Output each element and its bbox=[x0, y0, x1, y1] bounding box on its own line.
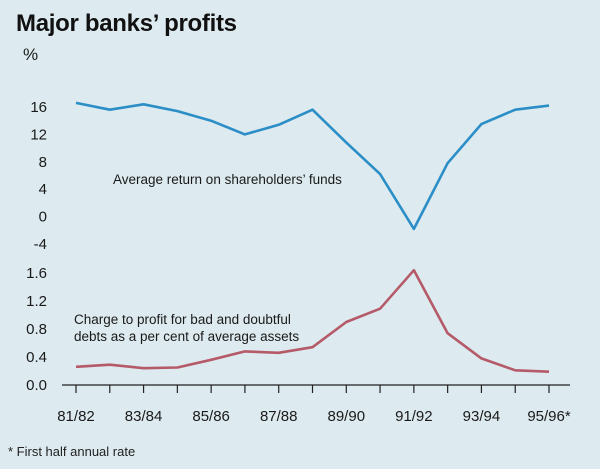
unit-label: % bbox=[23, 45, 38, 64]
chart-title: Major banks’ profits bbox=[16, 10, 237, 37]
y-tick-label-lower: 0.8 bbox=[26, 321, 47, 338]
y-tick-label-lower: 1.6 bbox=[26, 265, 47, 282]
y-tick-label-lower: 0.4 bbox=[26, 349, 47, 366]
y-tick-label-upper: 0 bbox=[39, 209, 47, 226]
x-tick-label: 87/88 bbox=[260, 408, 298, 425]
x-tick-label: 81/82 bbox=[57, 408, 95, 425]
x-tick-label: 91/92 bbox=[395, 408, 433, 425]
y-tick-label-upper: 16 bbox=[30, 99, 47, 116]
x-tick-label: 95/96* bbox=[527, 408, 571, 425]
footnote: * First half annual rate bbox=[8, 444, 136, 459]
y-tick-label-lower: 0.0 bbox=[26, 377, 47, 394]
y-tick-label-upper: 4 bbox=[39, 181, 47, 198]
y-tick-label-upper: 8 bbox=[39, 154, 47, 171]
annotation-bad-debts: debts as a per cent of average assets bbox=[74, 329, 299, 344]
y-tick-label-upper: -4 bbox=[34, 236, 47, 253]
annotation-return-on-funds: Average return on shareholders’ funds bbox=[113, 172, 342, 187]
x-tick-label: 83/84 bbox=[125, 408, 163, 425]
annotation-bad-debts: Charge to profit for bad and doubtful bbox=[74, 312, 291, 327]
x-tick-label: 85/86 bbox=[192, 408, 230, 425]
y-tick-label-upper: 12 bbox=[30, 126, 47, 143]
series-line-return-on-funds bbox=[75, 101, 550, 231]
y-tick-label-lower: 1.2 bbox=[26, 293, 47, 310]
x-tick-label: 93/94 bbox=[463, 408, 501, 425]
x-tick-label: 89/90 bbox=[328, 408, 366, 425]
